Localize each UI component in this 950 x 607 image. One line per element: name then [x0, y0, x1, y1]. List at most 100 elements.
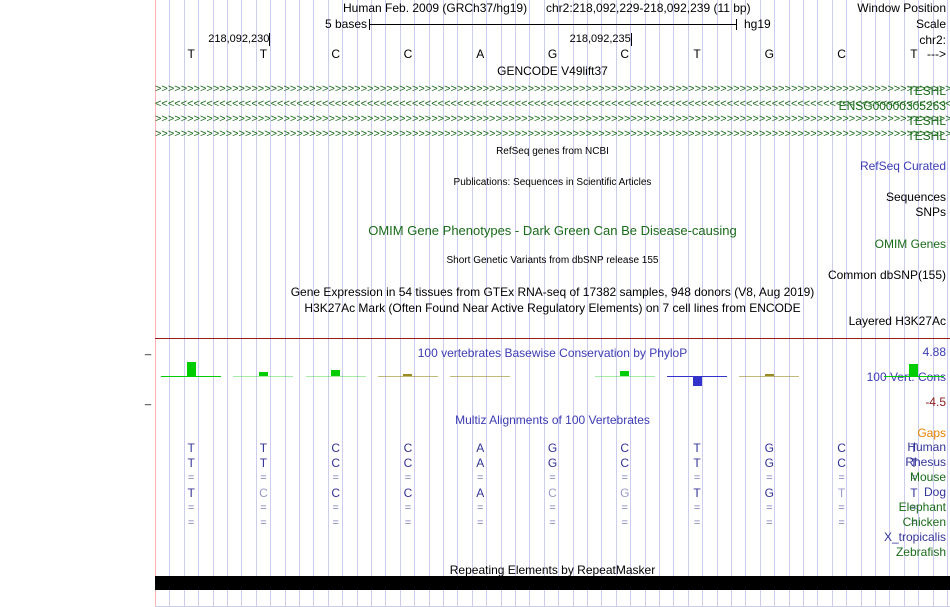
- refseq-caption: RefSeq genes from NCBI: [496, 146, 609, 157]
- multiz-species-label[interactable]: Dog: [923, 485, 946, 499]
- conservation-baseline: [667, 376, 728, 377]
- scale-bases-text: 5 bases: [325, 17, 368, 31]
- multiz-base: =: [404, 472, 412, 484]
- phylop-axis-min-tick: _: [145, 394, 152, 406]
- multiz-caption: Multiz Alignments of 100 Vertebrates: [455, 413, 650, 427]
- multiz-gaps-label: Gaps: [917, 426, 946, 440]
- sequence-base: A: [476, 47, 485, 61]
- sequence-base: G: [764, 47, 774, 61]
- multiz-base: =: [477, 517, 484, 529]
- multiz-species-label[interactable]: Rhesus: [905, 455, 946, 469]
- track-label-refseq[interactable]: RefSeq Curated: [859, 159, 946, 173]
- multiz-base: G: [764, 441, 774, 455]
- conservation-baseline: [305, 376, 366, 377]
- multiz-base: C: [548, 486, 557, 500]
- multiz-base: =: [260, 517, 267, 529]
- multiz-base: =: [187, 472, 195, 484]
- multiz-base: =: [187, 517, 195, 529]
- multiz-alignment-row: = = = = = = = = = = =: [155, 471, 950, 486]
- phylop-zero-line: [155, 338, 950, 339]
- strand-arrow-icon: <<<<<<<<<<<<<<<<<<<<<<<<<<<<<<<<<<<<<<<<…: [155, 99, 950, 110]
- strand-arrow-icon: >>>>>>>>>>>>>>>>>>>>>>>>>>>>>>>>>>>>>>>>…: [155, 84, 950, 95]
- multiz-species-label[interactable]: Human: [907, 440, 946, 454]
- multiz-base: G: [764, 486, 774, 500]
- track-label-phylop[interactable]: 100 Vert. Cons: [866, 370, 946, 384]
- multiz-base: =: [549, 472, 556, 484]
- gencode-gene-strand-row[interactable]: <<<<<<<<<<<<<<<<<<<<<<<<<<<<<<<<<<<<<<<<…: [155, 99, 950, 110]
- conservation-bar: [523, 370, 583, 384]
- multiz-base: C: [331, 486, 340, 500]
- multiz-base: T: [693, 441, 701, 455]
- multiz-base: =: [910, 502, 918, 514]
- strand-arrow-icon: >>>>>>>>>>>>>>>>>>>>>>>>>>>>>>>>>>>>>>>>…: [155, 114, 950, 125]
- gencode-gene-label[interactable]: TESHL: [907, 114, 946, 128]
- sequence-base: T: [693, 47, 701, 61]
- gencode-gene-label[interactable]: TESHL: [907, 84, 946, 98]
- multiz-base: C: [331, 441, 340, 455]
- gencode-gene-strand-row[interactable]: >>>>>>>>>>>>>>>>>>>>>>>>>>>>>>>>>>>>>>>>…: [155, 84, 950, 95]
- track-label-sequences[interactable]: Sequences: [885, 190, 946, 204]
- conservation-value-bar: [403, 374, 413, 376]
- multiz-base: =: [549, 517, 556, 529]
- gtex-caption: Gene Expression in 54 tissues from GTEx …: [290, 285, 815, 299]
- multiz-species-label[interactable]: Elephant: [898, 500, 946, 514]
- conservation-bar: [377, 370, 438, 384]
- multiz-base: =: [838, 502, 845, 514]
- multiz-base: A: [476, 486, 485, 500]
- track-label-omim[interactable]: OMIM Genes: [874, 237, 946, 251]
- track-label-snps[interactable]: SNPs: [915, 205, 946, 219]
- multiz-base: =: [838, 472, 845, 484]
- multiz-base: C: [620, 456, 630, 470]
- phylop-axis-min: -4.5: [925, 395, 946, 409]
- conservation-baseline: [812, 376, 872, 377]
- conservation-bar: [739, 370, 800, 384]
- conservation-baseline: [883, 376, 944, 377]
- track-label-h3k27ac[interactable]: Layered H3K27Ac: [848, 314, 946, 328]
- conservation-baseline: [233, 376, 294, 377]
- center-marker-line: [155, 0, 156, 607]
- phylop-axis-max: 4.88: [922, 345, 946, 359]
- multiz-species-label[interactable]: Zebrafish: [895, 545, 946, 559]
- track-label-dbsnp[interactable]: Common dbSNP(155): [827, 268, 946, 282]
- conservation-bar: [450, 370, 511, 384]
- multiz-base: =: [332, 502, 339, 514]
- multiz-base: =: [477, 502, 484, 514]
- conservation-value-bar: [186, 362, 196, 376]
- multiz-base: =: [332, 517, 339, 529]
- multiz-base: T: [693, 486, 701, 500]
- multiz-base: C: [331, 456, 340, 470]
- multiz-base: =: [693, 517, 701, 529]
- h3k27ac-caption: H3K27Ac Mark (Often Found Near Active Re…: [304, 301, 801, 315]
- multiz-species-label[interactable]: Chicken: [902, 515, 946, 529]
- conservation-bar: [883, 363, 944, 384]
- multiz-base: T: [910, 456, 918, 470]
- multiz-base: =: [910, 472, 918, 484]
- multiz-base: C: [620, 441, 630, 455]
- gencode-gene-label[interactable]: TESHL: [907, 129, 946, 143]
- sequence-base: T: [259, 47, 268, 61]
- phylop-conservation-plot[interactable]: [155, 338, 950, 400]
- gencode-caption: GENCODE V49lift37: [497, 64, 608, 78]
- multiz-base: G: [547, 441, 558, 455]
- gencode-gene-strand-row[interactable]: >>>>>>>>>>>>>>>>>>>>>>>>>>>>>>>>>>>>>>>>…: [155, 114, 950, 125]
- repeatmasker-bar[interactable]: [155, 576, 950, 590]
- conservation-value-bar: [331, 370, 341, 376]
- multiz-base: C: [403, 456, 413, 470]
- sequence-base: T: [910, 47, 918, 61]
- conservation-bar: [305, 370, 366, 384]
- scale-bar: [369, 19, 737, 30]
- multiz-species-label[interactable]: Mouse: [909, 470, 946, 484]
- repeatmasker-caption: Repeating Elements by RepeatMasker: [449, 563, 656, 577]
- multiz-base: T: [259, 441, 268, 455]
- multiz-species-label[interactable]: X_tropicalis: [883, 530, 946, 544]
- sequence-base: G: [547, 47, 558, 61]
- assembly-title: Human Feb. 2009 (GRCh37/hg19): [343, 1, 528, 15]
- sequence-base: C: [331, 47, 340, 61]
- gencode-gene-label[interactable]: ENSG00000305263: [838, 99, 946, 113]
- phylop-caption: 100 vertebrates Basewise Conservation by…: [417, 346, 688, 360]
- conservation-value-bar: [258, 372, 268, 376]
- multiz-base: =: [838, 517, 845, 529]
- gencode-gene-strand-row[interactable]: >>>>>>>>>>>>>>>>>>>>>>>>>>>>>>>>>>>>>>>>…: [155, 129, 950, 140]
